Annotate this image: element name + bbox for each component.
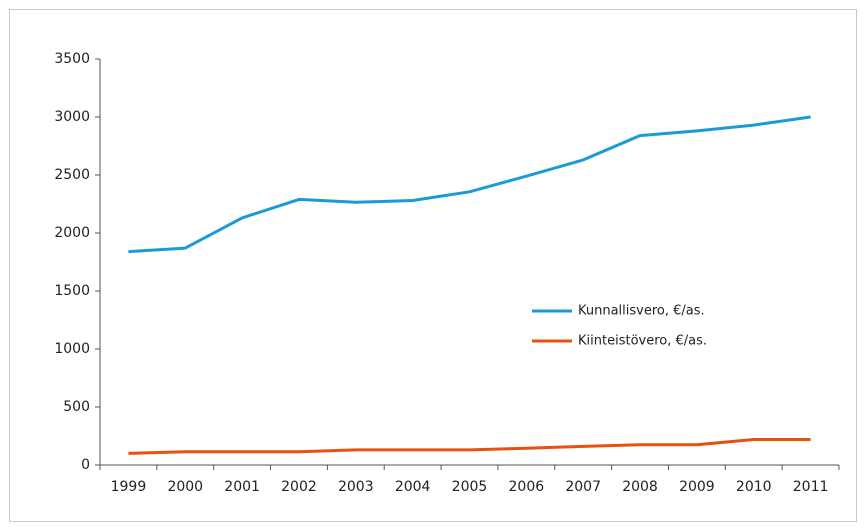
x-tick-label: 2003 [338,479,374,495]
x-tick-label: 2008 [622,479,658,495]
x-tick-label: 2005 [452,479,488,495]
y-tick-label: 3000 [54,109,90,125]
x-tick-label: 1999 [111,479,147,495]
y-tick-label: 1000 [54,341,90,357]
x-tick-label: 2004 [395,479,431,495]
chart-frame [9,9,857,522]
x-tick-label: 2001 [224,479,260,495]
series-line [128,438,811,455]
x-tick-label: 2011 [793,479,829,495]
y-tick-label: 2500 [54,167,90,183]
x-tick-label: 2009 [679,479,715,495]
y-tick-label: 3500 [54,51,90,67]
y-tick-label: 0 [81,457,90,473]
x-tick-label: 2000 [167,479,203,495]
y-tick-label: 1500 [54,283,90,299]
series-line [128,115,811,254]
y-tick-label: 500 [63,399,90,415]
x-tick-label: 2007 [565,479,601,495]
legend-label: Kunnallisvero, €/as. [578,304,705,319]
x-tick-label: 2002 [281,479,317,495]
y-tick-label: 2000 [54,225,90,241]
legend-label: Kiinteistövero, €/as. [578,334,707,349]
x-tick-label: 2006 [509,479,545,495]
x-tick-label: 2010 [736,479,772,495]
